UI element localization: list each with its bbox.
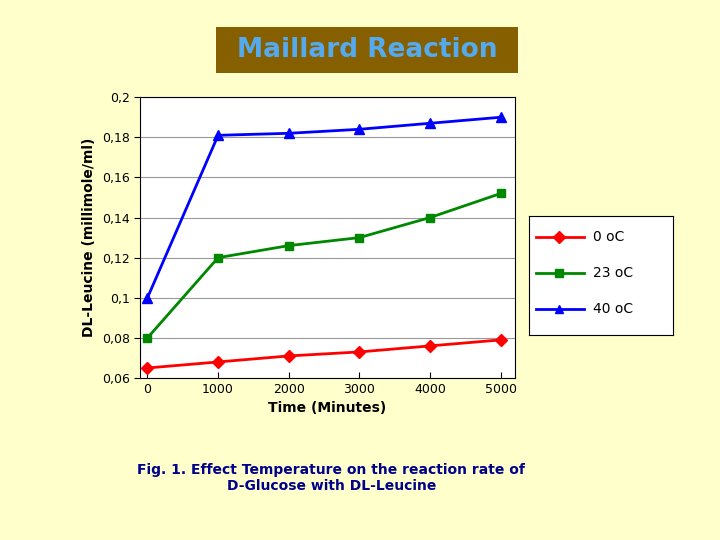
40 oC [284, 130, 293, 137]
0 oC [284, 353, 293, 359]
Y-axis label: DL-Leucine (millimole/ml): DL-Leucine (millimole/ml) [82, 138, 96, 338]
0 oC [143, 364, 152, 371]
X-axis label: Time (Minutes): Time (Minutes) [269, 401, 387, 415]
23 oC [355, 234, 364, 241]
40 oC [355, 126, 364, 132]
Text: 0 oC: 0 oC [593, 231, 624, 245]
23 oC [284, 242, 293, 249]
Line: 40 oC: 40 oC [143, 112, 505, 302]
Line: 0 oC: 0 oC [143, 336, 505, 372]
0 oC [496, 336, 505, 343]
23 oC [496, 190, 505, 197]
40 oC [143, 294, 152, 301]
0 oC [426, 343, 434, 349]
Text: Maillard Reaction: Maillard Reaction [237, 37, 498, 63]
40 oC [214, 132, 222, 139]
40 oC [426, 120, 434, 126]
23 oC [426, 214, 434, 221]
Text: 23 oC: 23 oC [593, 266, 633, 280]
0 oC [355, 349, 364, 355]
Text: Fig. 1. Effect Temperature on the reaction rate of
D-Glucose with DL-Leucine: Fig. 1. Effect Temperature on the reacti… [138, 463, 525, 493]
0 oC [214, 359, 222, 365]
Text: 40 oC: 40 oC [593, 302, 633, 316]
Line: 23 oC: 23 oC [143, 190, 505, 342]
23 oC [143, 335, 152, 341]
40 oC [496, 114, 505, 120]
23 oC [214, 254, 222, 261]
